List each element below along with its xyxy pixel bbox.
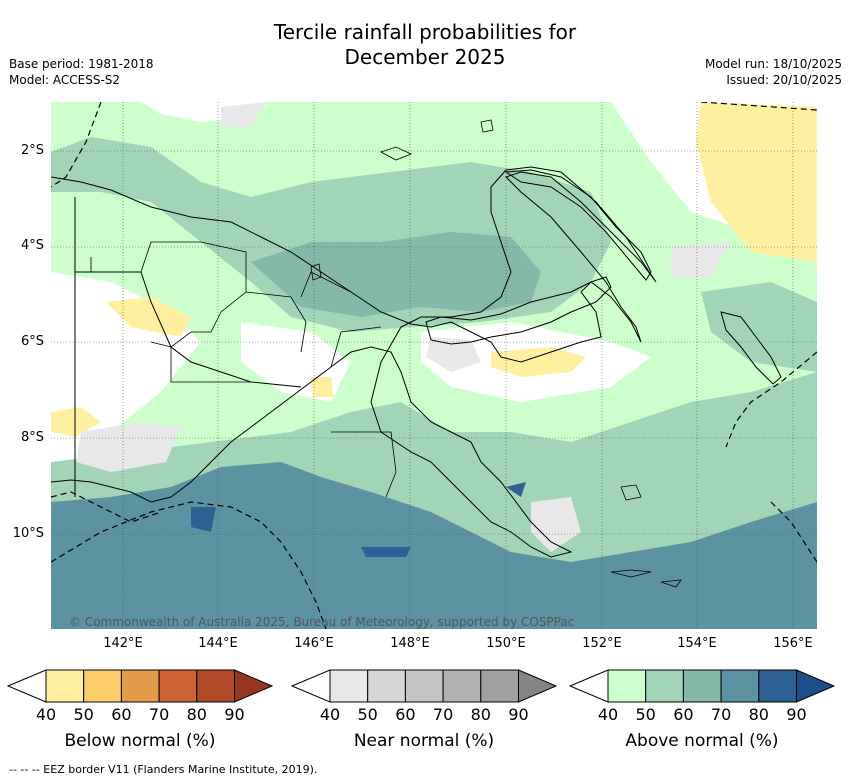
cb-below-seg xyxy=(45,669,85,703)
coastline-new-britain xyxy=(425,276,612,345)
cb-below-seg xyxy=(158,669,198,703)
coastline-bougainville xyxy=(720,311,782,385)
cb-near-tick: 40 xyxy=(319,705,341,724)
below-40-blob-sw xyxy=(51,407,101,437)
map-gridlines xyxy=(51,102,817,629)
colorbar-near-normal xyxy=(290,669,558,703)
above-60-area-north xyxy=(251,232,541,317)
cb-above-tick: 40 xyxy=(597,705,619,724)
coastline-new-ireland xyxy=(504,169,652,281)
colorbar-below-normal xyxy=(6,669,274,703)
near-40-blob-sw xyxy=(76,422,181,472)
model-text: Model: ACCESS-S2 xyxy=(9,73,121,87)
cb-below-tick: 70 xyxy=(148,705,170,724)
lon-label: 142°E xyxy=(103,636,143,651)
lat-label: 2°S xyxy=(20,143,44,158)
near-40-blob-east xyxy=(426,337,481,372)
cb-above-seg xyxy=(607,669,647,703)
above-70-blob-east xyxy=(506,482,526,497)
issued-text: Issued: 20/10/2025 xyxy=(726,73,842,87)
map-title: Tercile rainfall probabilities for Decem… xyxy=(273,20,577,69)
colorbar-above-normal xyxy=(568,669,836,703)
base-period-text: Base period: 1981-2018 xyxy=(9,57,154,71)
cb-below-tick: 80 xyxy=(186,705,207,724)
above-50-area-east xyxy=(701,282,817,372)
eez-footnote: -- -- -- EEZ border V11 (Flanders Marine… xyxy=(9,763,318,776)
cb-above-tick: 70 xyxy=(710,705,732,724)
lon-label: 144°E xyxy=(198,636,238,651)
cb-below-tick: 40 xyxy=(35,705,57,724)
below-40-blob-ne xyxy=(696,102,817,262)
meta-right: Model run: 18/10/2025 Issued: 20/10/2025 xyxy=(705,56,842,88)
above-70-blob-south xyxy=(191,507,216,532)
cb-near-tick: 90 xyxy=(508,705,529,724)
cb-below-seg xyxy=(83,669,122,703)
lon-label: 148°E xyxy=(390,636,430,651)
lon-label: 150°E xyxy=(486,636,526,651)
lat-label: 8°S xyxy=(20,430,44,445)
forecast-map: © Commonwealth of Australia 2025, Bureau… xyxy=(51,102,817,629)
cb-above-caption: Above normal (%) xyxy=(625,731,779,751)
map-attribution: © Commonwealth of Australia 2025, Bureau… xyxy=(69,615,574,629)
cb-near-caption: Near normal (%) xyxy=(353,731,495,751)
cb-below-seg xyxy=(120,669,160,703)
cb-near-tick: 80 xyxy=(470,705,491,724)
above-70-blob-coast xyxy=(361,547,411,557)
cb-below-tick: 60 xyxy=(111,705,132,724)
cb-below-seg xyxy=(196,669,236,703)
cb-near-seg xyxy=(329,669,369,703)
near-40-blob-se xyxy=(531,497,581,552)
below-40-blob-central xyxy=(491,347,586,377)
cb-above-seg xyxy=(682,669,722,703)
lat-label: 6°S xyxy=(20,334,44,349)
above-60-area-south xyxy=(51,462,817,629)
eez-borders xyxy=(51,102,817,629)
cb-below-tick: 50 xyxy=(73,705,94,724)
cb-near-tick: 70 xyxy=(432,705,454,724)
lon-label: 152°E xyxy=(582,636,622,651)
white-zone-top xyxy=(51,102,266,122)
cb-near-tick: 50 xyxy=(357,705,378,724)
colorbars xyxy=(6,669,836,703)
cb-above-tick: 90 xyxy=(786,705,807,724)
cb-near-seg xyxy=(442,669,482,703)
lat-label: 10°S xyxy=(12,526,44,541)
cb-above-tick: 50 xyxy=(635,705,656,724)
cb-near-tick: 60 xyxy=(395,705,416,724)
below-40-blob-west xyxy=(106,297,191,337)
near-40-blob-top xyxy=(221,102,266,127)
cb-above-tick: 60 xyxy=(673,705,694,724)
below-40-blob-mid xyxy=(311,377,334,397)
cb-above-seg xyxy=(758,669,797,703)
cb-above-seg xyxy=(645,669,684,703)
coastline-islands-south xyxy=(310,119,682,588)
cb-near-seg xyxy=(404,669,444,703)
cb-above-tick: 80 xyxy=(748,705,769,724)
near-40-blob-ne xyxy=(671,242,731,277)
lon-label: 146°E xyxy=(294,636,334,651)
cb-near-seg xyxy=(367,669,406,703)
lat-label: 4°S xyxy=(20,238,44,253)
province-lines xyxy=(90,241,397,498)
coastline-mainland xyxy=(51,166,657,558)
cb-near-seg xyxy=(480,669,519,703)
meta-left: Base period: 1981-2018 Model: ACCESS-S2 xyxy=(9,56,154,88)
cb-above-seg xyxy=(720,669,760,703)
model-run-text: Model run: 18/10/2025 xyxy=(704,57,842,71)
cb-below-tick: 90 xyxy=(224,705,245,724)
cb-below-caption: Below normal (%) xyxy=(64,731,216,751)
lon-label: 156°E xyxy=(773,636,813,651)
lon-label: 154°E xyxy=(677,636,717,651)
